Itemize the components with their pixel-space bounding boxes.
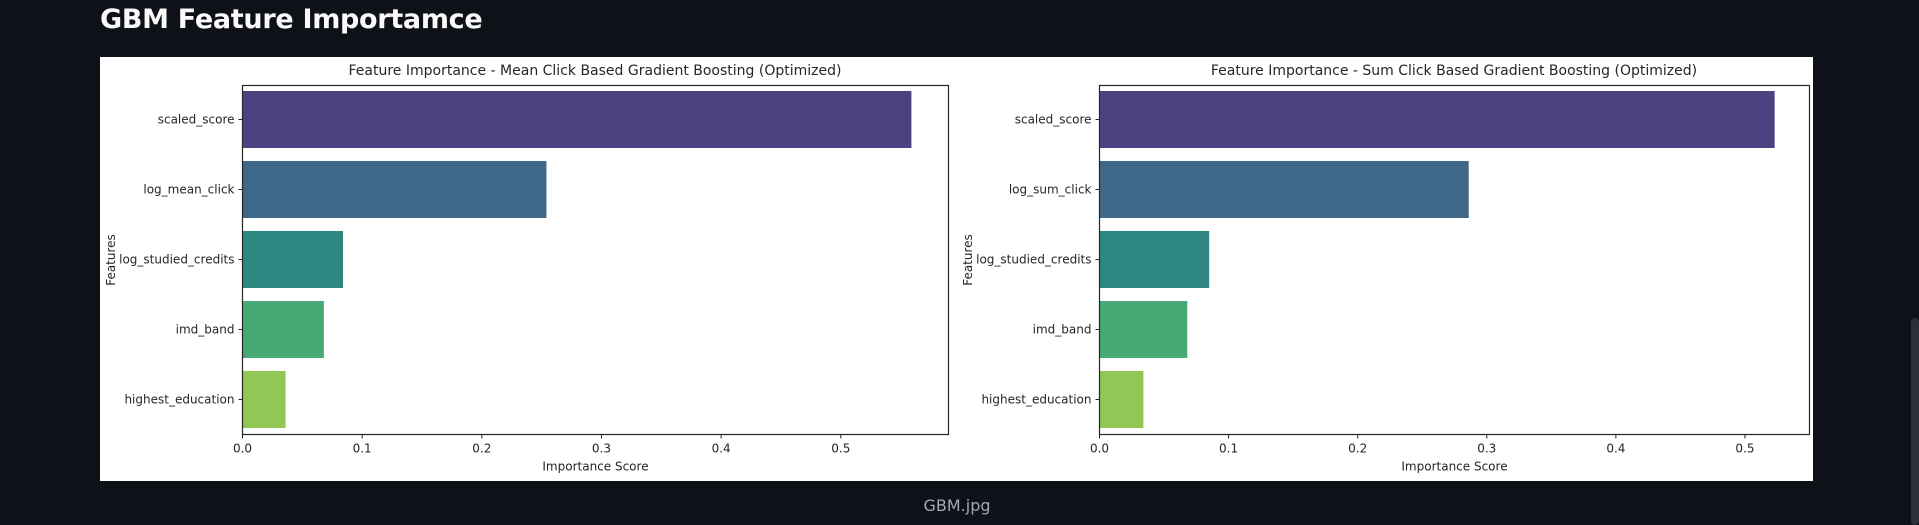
x-tick-label: 0.1 (1219, 442, 1238, 456)
chart-title: Feature Importance - Sum Click Based Gra… (1211, 63, 1697, 79)
bar-highest-education (1099, 371, 1144, 428)
x-tick-label: 0.3 (592, 442, 611, 456)
y-tick-label: log_mean_click (143, 183, 234, 197)
bar-highest-education (242, 371, 286, 428)
y-tick-label: log_sum_click (1009, 183, 1092, 197)
chart-image: scaled_score log_mean_click log_studied_cr… (100, 57, 1813, 481)
x-axis-label: Importance Score (542, 460, 648, 474)
y-tick-label: scaled_score (1015, 113, 1092, 127)
x-tick-label: 0.1 (353, 442, 372, 456)
bar-log-studied-credits (1099, 231, 1210, 288)
bar-scaled-score (1099, 91, 1775, 148)
y-tick-label: log_studied_credits (119, 253, 234, 267)
x-tick-label: 0.4 (1606, 442, 1625, 456)
y-tick-label: scaled_score (158, 113, 235, 127)
plot-frame (1098, 84, 1811, 436)
y-tick-label: imd_band (176, 323, 235, 337)
y-tick-label: log_studied_credits (976, 253, 1091, 267)
bar-log-mean-click (242, 161, 547, 218)
x-tick-label: 0.3 (1477, 442, 1496, 456)
feature-importance-figure: scaled_score log_mean_click log_studied_cr… (104, 63, 1811, 474)
bar-imd-band (1099, 301, 1188, 358)
image-caption: GBM.jpg (923, 496, 991, 515)
x-tick-label: 0.0 (1090, 442, 1109, 456)
y-tick-label: highest_education (981, 393, 1091, 407)
bar-imd-band (242, 301, 324, 358)
plot-frame (241, 84, 950, 436)
section-heading: GBM Feature Importamce (100, 4, 483, 35)
y-axis-label: Features (961, 234, 975, 286)
y-axis-label: Features (104, 234, 118, 286)
bar-log-sum-click (1099, 161, 1469, 218)
x-tick-label: 0.2 (1348, 442, 1367, 456)
page-scrollbar-track[interactable] (1911, 0, 1919, 525)
page-scrollbar-thumb[interactable] (1911, 318, 1919, 525)
y-tick-label: imd_band (1033, 323, 1092, 337)
x-tick-label: 0.5 (831, 442, 850, 456)
x-tick-label: 0.2 (472, 442, 491, 456)
bar-scaled-score (242, 91, 912, 148)
chart-title: Feature Importance - Mean Click Based Gr… (349, 63, 842, 79)
x-tick-label: 0.4 (712, 442, 731, 456)
bar-log-studied-credits (242, 231, 344, 288)
y-tick-label: highest_education (124, 393, 234, 407)
x-tick-label: 0.0 (233, 442, 252, 456)
x-axis-label: Importance Score (1401, 460, 1507, 474)
x-tick-label: 0.5 (1735, 442, 1754, 456)
